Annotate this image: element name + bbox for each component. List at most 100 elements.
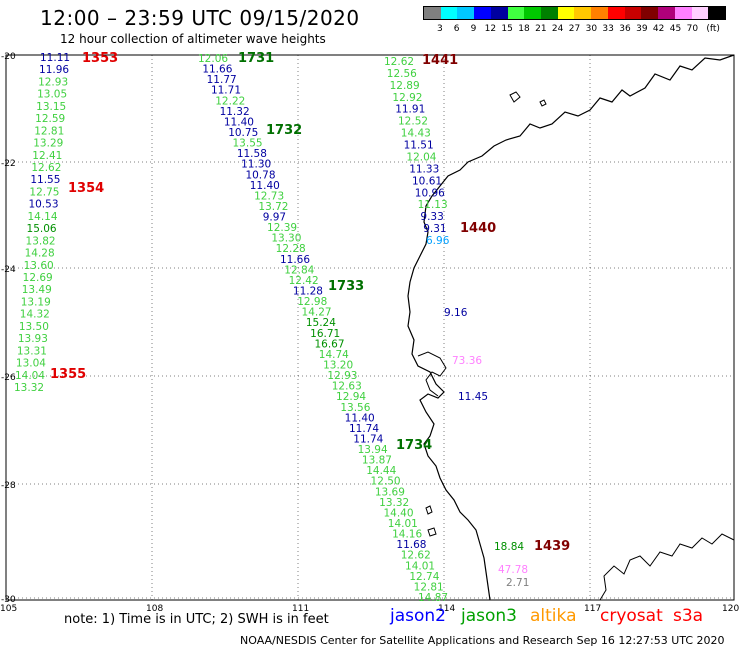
swh-value: 13.56: [340, 402, 370, 414]
swh-value: 12.04: [406, 151, 436, 163]
swh-value: 12.75: [29, 186, 59, 198]
swh-value: 14.32: [20, 309, 50, 321]
pass-label: 1731: [238, 51, 274, 66]
pass-label: 1355: [50, 367, 86, 382]
legend-swatch: [524, 7, 542, 19]
legend-swatch: [658, 7, 675, 19]
swh-value: 14.74: [319, 349, 349, 361]
credit-line: NOAA/NESDIS Center for Satellite Applica…: [240, 634, 725, 647]
legend-swatch: [490, 7, 508, 19]
swh-value: 9.97: [263, 212, 286, 224]
swh-value: 12.84: [284, 264, 314, 276]
swh-value: 12.98: [297, 296, 327, 308]
island-outline-3: [425, 505, 433, 515]
legend-swatch: [708, 7, 725, 19]
coastline-inlet: [417, 351, 447, 397]
swh-value: 13.31: [17, 345, 47, 357]
swh-value: 12.73: [254, 190, 284, 202]
legend-tick-label: 70: [686, 24, 699, 34]
swh-value: 14.40: [383, 507, 413, 519]
legend-swatch: [607, 7, 625, 19]
color-legend: 3 6 9 12 15 18 21 24 27 30 33 36 39 42 45 70 (ft): [423, 6, 726, 36]
swh-value: 11.51: [404, 140, 434, 152]
swh-value: 13.94: [358, 444, 388, 456]
pass-label: 1439: [534, 539, 570, 554]
satellite-label-jason3: jason3: [461, 606, 517, 626]
swh-value: 10.61: [412, 175, 442, 187]
swh-value: 12.93: [327, 370, 357, 382]
swh-value: 11.91: [395, 104, 425, 116]
altimeter-tracks: 11.1111.9612.9313.0513.1512.5912.8113.29…: [14, 52, 529, 604]
swh-value: 12.41: [32, 150, 62, 162]
swh-value: 12.62: [401, 550, 431, 562]
swh-value: 13.04: [16, 358, 46, 370]
island-outline-2: [539, 99, 547, 107]
swh-value: 14.16: [392, 529, 422, 541]
swh-value: 12.93: [38, 76, 68, 88]
legend-swatch: [691, 7, 709, 19]
swh-value: 11.32: [220, 106, 250, 118]
legend-swatch: [574, 7, 592, 19]
island-outline-4: [427, 527, 437, 537]
legend-swatch: [474, 7, 491, 19]
swh-value: 14.28: [25, 248, 55, 260]
satellite-label-jason2: jason2: [390, 606, 446, 626]
lat-tick-label: -30: [1, 595, 16, 605]
lat-tick-label: -24: [1, 265, 16, 275]
lon-tick-label: 105: [0, 604, 17, 614]
swh-value: 12.94: [336, 391, 366, 403]
lon-tick-label: 114: [438, 604, 455, 614]
swh-value: 12.28: [276, 243, 306, 255]
swh-value: 12.62: [31, 162, 61, 174]
bay-outline: [599, 533, 735, 601]
swh-value: 11.28: [293, 286, 323, 298]
legend-tick-label: 24: [551, 24, 564, 34]
pass-label: 1440: [460, 221, 496, 236]
swh-value: 13.49: [22, 284, 52, 296]
swh-value: 12.06: [198, 53, 228, 65]
swh-value: 15.24: [306, 317, 336, 329]
legend-unit: (ft): [706, 24, 720, 34]
swh-value: 47.78: [498, 564, 528, 576]
swh-value: 2.71: [506, 577, 529, 589]
legend-tick-label: 9: [470, 24, 477, 34]
swh-value: 14.43: [401, 128, 431, 140]
legend-tick-label: 42: [652, 24, 665, 34]
swh-value: 12.63: [332, 381, 362, 393]
lat-tick-label: -26: [1, 373, 16, 383]
island-outline: [509, 91, 521, 103]
swh-value: 13.32: [14, 382, 44, 394]
satellite-label-s3a: s3a: [673, 606, 704, 626]
legend-swatch: [624, 7, 642, 19]
legend-swatch: [591, 7, 608, 19]
legend-swatch: [507, 7, 525, 19]
pass-label: 1441: [422, 53, 458, 68]
swh-value: 13.60: [24, 260, 54, 272]
legend-swatch: [424, 7, 441, 19]
pass-label: 1733: [328, 279, 364, 294]
swh-value: 73.36: [452, 355, 482, 367]
lon-tick-label: 108: [146, 604, 163, 614]
pass-label: 1353: [82, 51, 118, 66]
swh-value: 12.92: [392, 92, 422, 104]
swh-value: 9.33: [420, 211, 443, 223]
map-subtitle: 12 hour collection of altimeter wave hei…: [60, 32, 326, 46]
legend-tick-label: 45: [669, 24, 682, 34]
swh-value: 13.05: [37, 89, 67, 101]
swh-value: 11.71: [211, 85, 241, 97]
swh-value: 12.89: [390, 80, 420, 92]
swh-value: 11.58: [237, 148, 267, 160]
swh-value: 13.20: [323, 359, 353, 371]
swh-value: 11.40: [345, 412, 375, 424]
swh-value: 16.67: [314, 338, 344, 350]
legend-swatch: [541, 7, 558, 19]
footer-note: note: 1) Time is in UTC; 2) SWH is in fe…: [64, 612, 329, 627]
map-border: [5, 54, 735, 601]
swh-value: 11.74: [349, 423, 379, 435]
swh-value: 11.66: [280, 254, 310, 266]
legend-tick-label: 3: [436, 24, 443, 34]
satellite-label-cryosat: cryosat: [600, 606, 663, 626]
legend-tick-labels: 3 6 9 12 15 18 21 24 27 30 33 36 39 42 45 70 (ft): [423, 24, 726, 36]
swh-value: 13.87: [362, 455, 392, 467]
